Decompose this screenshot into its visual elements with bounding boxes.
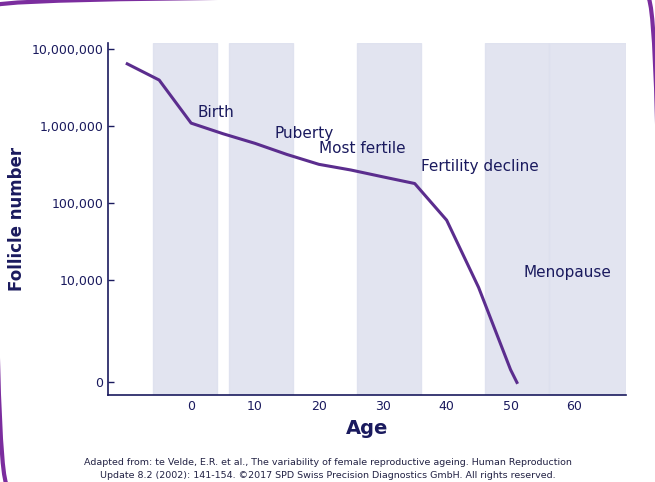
- Bar: [485, 43, 549, 395]
- Text: Fertility decline: Fertility decline: [421, 159, 539, 174]
- Bar: [153, 43, 217, 395]
- Bar: [357, 43, 421, 395]
- Bar: [549, 43, 626, 395]
- Bar: [229, 43, 293, 395]
- Text: Most fertile: Most fertile: [319, 141, 405, 156]
- Text: Menopause: Menopause: [523, 265, 611, 280]
- Text: Birth: Birth: [198, 105, 234, 120]
- Y-axis label: Follicle number: Follicle number: [8, 147, 26, 292]
- X-axis label: Age: Age: [346, 419, 388, 438]
- Text: Puberty: Puberty: [274, 126, 333, 141]
- Text: Adapted from: te Velde, E.R. et al., The variability of female reproductive agei: Adapted from: te Velde, E.R. et al., The…: [84, 458, 571, 480]
